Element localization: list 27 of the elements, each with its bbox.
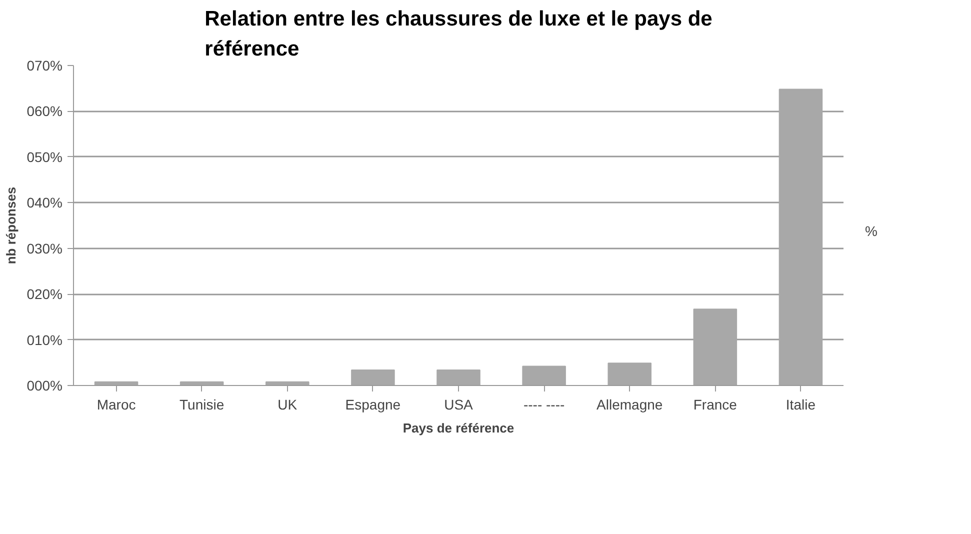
x-axis-title: Pays de référence: [402, 420, 514, 436]
y-tick-label: 010%: [26, 332, 63, 348]
chart-title: Relation entre les chaussures de luxe et le pays de référence: [204, 8, 712, 60]
y-tick-label: 060%: [26, 103, 63, 120]
bar: [693, 308, 738, 386]
y-tick-label: 000%: [26, 378, 63, 394]
bar: [436, 369, 480, 386]
text: %: [865, 223, 878, 239]
y-tick-label: 050%: [26, 148, 63, 165]
x-tick-label: France: [693, 396, 738, 412]
bar: [778, 88, 823, 386]
y-axis-title: nb réponses: [4, 186, 19, 264]
y-tick-label: 020%: [26, 286, 63, 302]
x-tick-label: Allemagne: [596, 396, 663, 412]
x-tick-label: Maroc: [96, 396, 136, 412]
x-tick-label: USA: [444, 396, 474, 412]
x-tick-label: Espagne: [345, 396, 401, 412]
bar: [351, 369, 395, 386]
x-tick-label: Tunisie: [180, 396, 224, 412]
y-tick-label: 070%: [26, 58, 63, 74]
bar: [608, 362, 652, 386]
x-tick-label: Italie: [786, 396, 816, 412]
x-tick-label: UK: [278, 396, 298, 412]
y-tick-label: 040%: [26, 194, 63, 211]
x-tick-label: ---- ----: [523, 396, 565, 412]
y-tick-label: 030%: [26, 240, 63, 256]
bar: [522, 366, 566, 386]
